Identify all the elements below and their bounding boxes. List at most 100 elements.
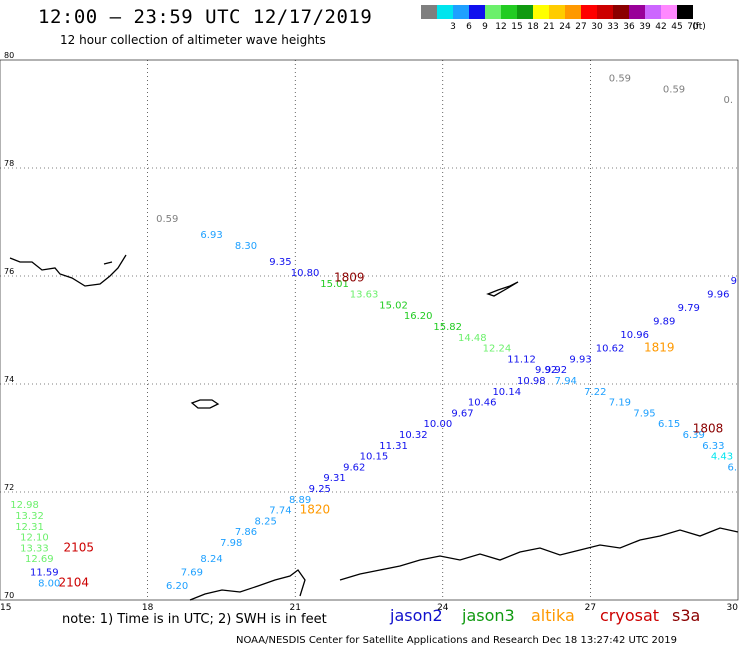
wave-height-label: 7.98 bbox=[220, 538, 242, 549]
wave-height-label: 13.33 bbox=[20, 543, 49, 554]
wave-height-label: 7.22 bbox=[584, 387, 606, 398]
wave-height-label: 9.67 bbox=[451, 408, 473, 419]
coastline-island-small bbox=[486, 281, 519, 297]
legend-label: 3 bbox=[450, 22, 456, 32]
legend-swatch bbox=[581, 5, 597, 19]
legend-label: 36 bbox=[623, 22, 635, 32]
legend-swatch bbox=[453, 5, 469, 19]
credit-text: NOAA/NESDIS Center for Satellite Applica… bbox=[236, 635, 678, 646]
legend-label: 33 bbox=[607, 22, 619, 32]
wave-height-label: 6.39 bbox=[683, 430, 705, 441]
wave-height-label: 10.32 bbox=[399, 430, 428, 441]
satellite-cryosat: cryosat bbox=[600, 606, 660, 625]
legend-label: 12 bbox=[495, 22, 507, 32]
wave-height-label: 8.89 bbox=[289, 495, 311, 506]
wave-height-label: 9.35 bbox=[269, 257, 291, 268]
note-text: note: 1) Time is in UTC; 2) SWH is in fe… bbox=[62, 612, 327, 627]
legend-swatch bbox=[517, 5, 533, 19]
y-tick-label: 70 bbox=[4, 591, 14, 600]
coastline-scandinavia bbox=[189, 527, 739, 601]
wave-height-label: 6.20 bbox=[166, 581, 188, 592]
wave-height-label: 10.15 bbox=[360, 452, 389, 463]
wave-height-label: 7.74 bbox=[269, 506, 291, 517]
grid bbox=[0, 60, 738, 600]
wave-height-label: 9.92 bbox=[535, 365, 557, 376]
wave-height-label: 14.48 bbox=[458, 333, 487, 344]
wave-height-label: 8.30 bbox=[235, 241, 257, 252]
wave-height-label: 9.31 bbox=[323, 473, 345, 484]
pass-time-label: 1819 bbox=[644, 341, 675, 355]
wave-height-label: 10.62 bbox=[596, 344, 625, 355]
legend-swatch bbox=[677, 5, 693, 19]
wave-height-label: 4.43 bbox=[711, 452, 733, 463]
pass-time-label: 1820 bbox=[300, 503, 331, 517]
y-tick-label: 74 bbox=[4, 375, 14, 384]
page-title: 12:00 – 23:59 UTC 12/17/2019 bbox=[38, 6, 373, 28]
wave-height-label: 10.96 bbox=[620, 330, 649, 341]
wave-height-label: 7.95 bbox=[633, 408, 655, 419]
legend-swatch bbox=[469, 5, 485, 19]
legend-swatch bbox=[533, 5, 549, 19]
wave-height-label: 13.63 bbox=[350, 290, 379, 301]
coastline bbox=[9, 254, 739, 601]
wave-height-label: 9.25 bbox=[309, 484, 331, 495]
legend-swatch bbox=[549, 5, 565, 19]
legend-swatch bbox=[645, 5, 661, 19]
legend-swatch bbox=[485, 5, 501, 19]
legend-unit: (ft) bbox=[692, 22, 706, 32]
x-tick-label: 30 bbox=[727, 603, 739, 613]
wave-height-label: 9.89 bbox=[653, 317, 675, 328]
axis-ticks: 15 18 21 24 27 30 70 72 74 76 78 80 bbox=[0, 51, 738, 613]
legend-label: 18 bbox=[527, 22, 539, 32]
legend-label: 27 bbox=[575, 22, 587, 32]
legend-label: 24 bbox=[559, 22, 571, 32]
wave-height-label: 0.59 bbox=[609, 74, 631, 85]
wave-height-label: 8.25 bbox=[255, 516, 277, 527]
wave-height-label: 12.24 bbox=[483, 344, 512, 355]
wave-height-label: 12.69 bbox=[25, 554, 54, 565]
wave-height-label: 0.59 bbox=[663, 84, 685, 95]
x-tick-label: 15 bbox=[0, 603, 11, 613]
wave-height-label: 0.59 bbox=[156, 214, 178, 225]
wave-height-label: 8.24 bbox=[200, 554, 222, 565]
satellite-jason3: jason3 bbox=[462, 606, 515, 625]
y-tick-label: 76 bbox=[4, 267, 14, 276]
wave-height-label: 6. bbox=[727, 462, 737, 473]
wave-height-label: 11.59 bbox=[30, 568, 59, 579]
y-tick-label: 78 bbox=[4, 159, 14, 168]
legend-label: 9 bbox=[482, 22, 488, 32]
wave-height-label: 10.46 bbox=[468, 398, 497, 409]
legend-label: 42 bbox=[655, 22, 667, 32]
wave-height-label: 9.92 bbox=[545, 365, 567, 376]
coastline-greenland bbox=[9, 254, 127, 287]
wave-height-label: 12.31 bbox=[15, 522, 44, 533]
wave-height-label: 15.01 bbox=[320, 279, 349, 290]
legend-label: 15 bbox=[511, 22, 523, 32]
legend-swatch bbox=[421, 5, 437, 19]
pass-time-label: 2104 bbox=[59, 576, 90, 590]
wave-height-label: 9.79 bbox=[678, 303, 700, 314]
wave-height-label: 8.00 bbox=[38, 579, 60, 590]
wave-height-label: 6.33 bbox=[702, 441, 724, 452]
page-subtitle: 12 hour collection of altimeter wave hei… bbox=[60, 33, 326, 47]
wave-height-label: 13.32 bbox=[15, 511, 44, 522]
legend-label: 6 bbox=[466, 22, 472, 32]
wave-height-label: 10.00 bbox=[424, 419, 453, 430]
wave-height-label: 10.14 bbox=[492, 387, 521, 398]
x-tick-label: 21 bbox=[289, 603, 300, 613]
wave-height-label: 16.20 bbox=[404, 311, 433, 322]
wave-height-label: 15.82 bbox=[433, 322, 462, 333]
satellite-altika: altika bbox=[531, 606, 575, 625]
data-points: 0.59 0.59 0. 12.9813.3212.3112.1013.3312.69… bbox=[10, 74, 737, 593]
wave-height-label: 6.93 bbox=[200, 230, 222, 241]
wave-height-label: 11.31 bbox=[379, 441, 408, 452]
x-tick-label: 27 bbox=[585, 603, 596, 613]
satellite-jason2: jason2 bbox=[390, 606, 443, 625]
plot-frame bbox=[0, 59, 739, 601]
legend-swatch bbox=[613, 5, 629, 19]
legend-swatch bbox=[629, 5, 645, 19]
pass-time-label: 1808 bbox=[693, 422, 724, 436]
wave-height-label: 7.86 bbox=[235, 527, 257, 538]
legend-swatch bbox=[501, 5, 517, 19]
